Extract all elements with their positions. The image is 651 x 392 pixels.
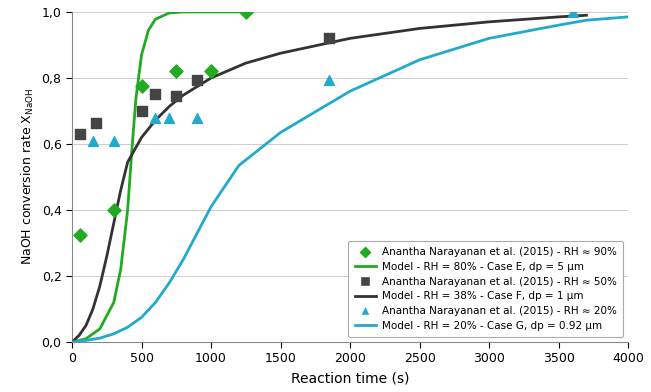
Point	[192, 76, 202, 83]
Point	[90, 120, 101, 126]
Point	[88, 138, 98, 144]
Point	[109, 138, 119, 144]
Y-axis label: NaOH conversion rate X$_\mathregular{NaOH}$: NaOH conversion rate X$_\mathregular{NaO…	[20, 89, 36, 265]
Point	[241, 9, 251, 15]
Point	[171, 93, 182, 99]
Point	[567, 9, 577, 15]
Point	[136, 83, 146, 89]
X-axis label: Reaction time (s): Reaction time (s)	[291, 371, 409, 385]
Point	[136, 108, 146, 114]
Point	[75, 131, 85, 137]
Point	[206, 68, 216, 74]
Point	[150, 114, 161, 121]
Point	[109, 207, 119, 213]
Point	[324, 35, 335, 42]
Point	[150, 91, 161, 98]
Legend: Anantha Narayanan et al. (2015) - RH ≈ 90%, Model - RH = 80% - Case E, dp = 5 μm: Anantha Narayanan et al. (2015) - RH ≈ 9…	[348, 241, 623, 337]
Point	[164, 114, 174, 121]
Point	[171, 68, 182, 74]
Point	[324, 76, 335, 83]
Point	[75, 232, 85, 238]
Point	[192, 114, 202, 121]
